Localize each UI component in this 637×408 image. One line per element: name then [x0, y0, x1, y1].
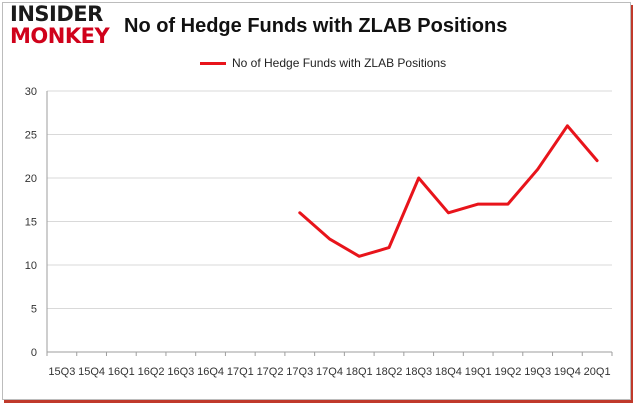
- data-point: [417, 176, 420, 180]
- chart-legend: No of Hedge Funds with ZLAB Positions: [200, 56, 446, 70]
- data-point: [476, 202, 480, 206]
- x-tick-label: 19Q3: [524, 366, 551, 378]
- y-tick-label: 15: [25, 217, 37, 229]
- x-tick-label: 15Q4: [78, 366, 105, 378]
- x-tick-labels: 15Q3 15Q4 16Q1 16Q2 16Q3 16Q4 17Q1 17Q2 17Q3 17Q4…: [48, 366, 610, 378]
- data-point: [387, 246, 391, 249]
- x-tick-label: 19Q2: [494, 366, 521, 378]
- x-tick-label: 16Q4: [197, 366, 224, 378]
- x-tick-label: 16Q2: [138, 366, 165, 378]
- series-line: [298, 124, 599, 258]
- y-tick-label: 20: [25, 173, 37, 185]
- x-tick-label: 20Q1: [584, 366, 611, 378]
- chart-border: [2, 2, 631, 400]
- x-tick-label: 16Q3: [167, 366, 194, 378]
- data-point: [447, 211, 450, 214]
- grid-lines: [47, 90, 612, 309]
- data-point: [506, 202, 510, 206]
- data-point: [298, 211, 301, 214]
- x-tick-label: 17Q2: [257, 366, 284, 378]
- data-point: [566, 124, 569, 128]
- x-tick-label: 19Q1: [465, 366, 492, 378]
- axes: [46, 91, 613, 356]
- logo-line-monkey: MONKEY: [10, 24, 110, 48]
- x-tick-label: 15Q3: [48, 366, 75, 378]
- x-tick-label: 17Q3: [286, 366, 313, 378]
- chart-title: No of Hedge Funds with ZLAB Positions: [124, 15, 508, 37]
- y-tick-label: 0: [31, 347, 37, 359]
- y-tick-label: 30: [25, 86, 37, 98]
- x-tick-label: 18Q1: [346, 366, 373, 378]
- data-point: [328, 237, 331, 241]
- y-tick-labels: 0 5 10 15 20 25 30: [25, 86, 37, 359]
- x-tick-label: 18Q2: [376, 366, 403, 378]
- x-tick-label: 19Q4: [554, 366, 581, 378]
- x-tick-label: 17Q1: [227, 366, 254, 378]
- x-tick-label: 18Q3: [405, 366, 432, 378]
- legend-swatch: [200, 61, 226, 65]
- insider-monkey-logo: INSIDER MONKEY: [10, 4, 116, 47]
- y-tick-label: 10: [25, 260, 37, 272]
- x-tick-label: 17Q4: [316, 366, 343, 378]
- x-tick-label: 18Q4: [435, 366, 462, 378]
- logo-line-insider: INSIDER: [10, 2, 103, 26]
- x-tick-label: 16Q1: [108, 366, 135, 378]
- legend-label: No of Hedge Funds with ZLAB Positions: [232, 56, 447, 70]
- data-point: [358, 255, 361, 258]
- y-tick-label: 5: [31, 304, 37, 316]
- data-point: [536, 168, 539, 171]
- y-tick-label: 25: [25, 130, 37, 142]
- data-point: [595, 159, 599, 162]
- data-series: [298, 124, 599, 258]
